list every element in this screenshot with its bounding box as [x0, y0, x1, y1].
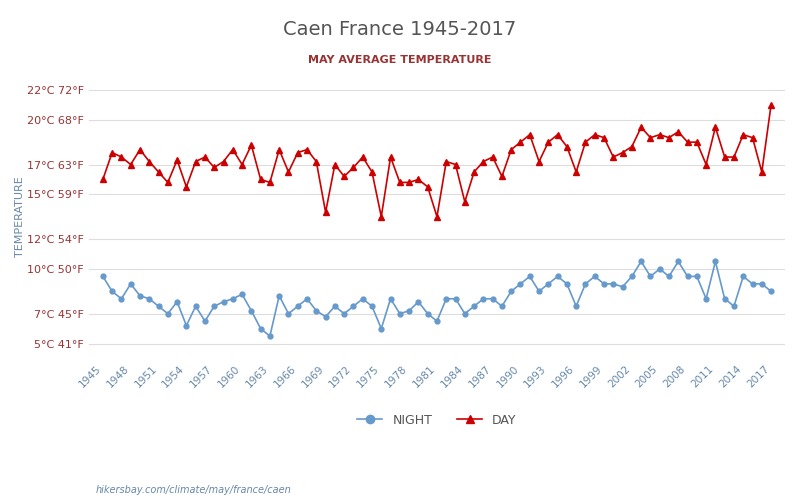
Text: hikersbay.com/climate/may/france/caen: hikersbay.com/climate/may/france/caen: [96, 485, 292, 495]
DAY: [664, 134, 674, 140]
Text: Caen France 1945-2017: Caen France 1945-2017: [283, 20, 517, 39]
NIGHT: [766, 288, 776, 294]
NIGHT: [442, 296, 451, 302]
NIGHT: [720, 296, 730, 302]
NIGHT: [265, 333, 274, 339]
NIGHT: [692, 274, 702, 280]
NIGHT: [246, 308, 256, 314]
DAY: [682, 139, 692, 145]
Line: NIGHT: NIGHT: [101, 259, 774, 338]
DAY: [321, 209, 330, 215]
DAY: [377, 214, 386, 220]
DAY: [246, 142, 256, 148]
DAY: [766, 102, 776, 108]
DAY: [442, 158, 451, 164]
DAY: [98, 176, 108, 182]
Legend: NIGHT, DAY: NIGHT, DAY: [352, 408, 522, 432]
Line: DAY: DAY: [100, 102, 774, 220]
DAY: [710, 124, 720, 130]
NIGHT: [330, 303, 340, 309]
Y-axis label: TEMPERATURE: TEMPERATURE: [15, 176, 25, 257]
Text: MAY AVERAGE TEMPERATURE: MAY AVERAGE TEMPERATURE: [308, 55, 492, 65]
NIGHT: [636, 258, 646, 264]
NIGHT: [98, 274, 108, 280]
NIGHT: [674, 258, 683, 264]
